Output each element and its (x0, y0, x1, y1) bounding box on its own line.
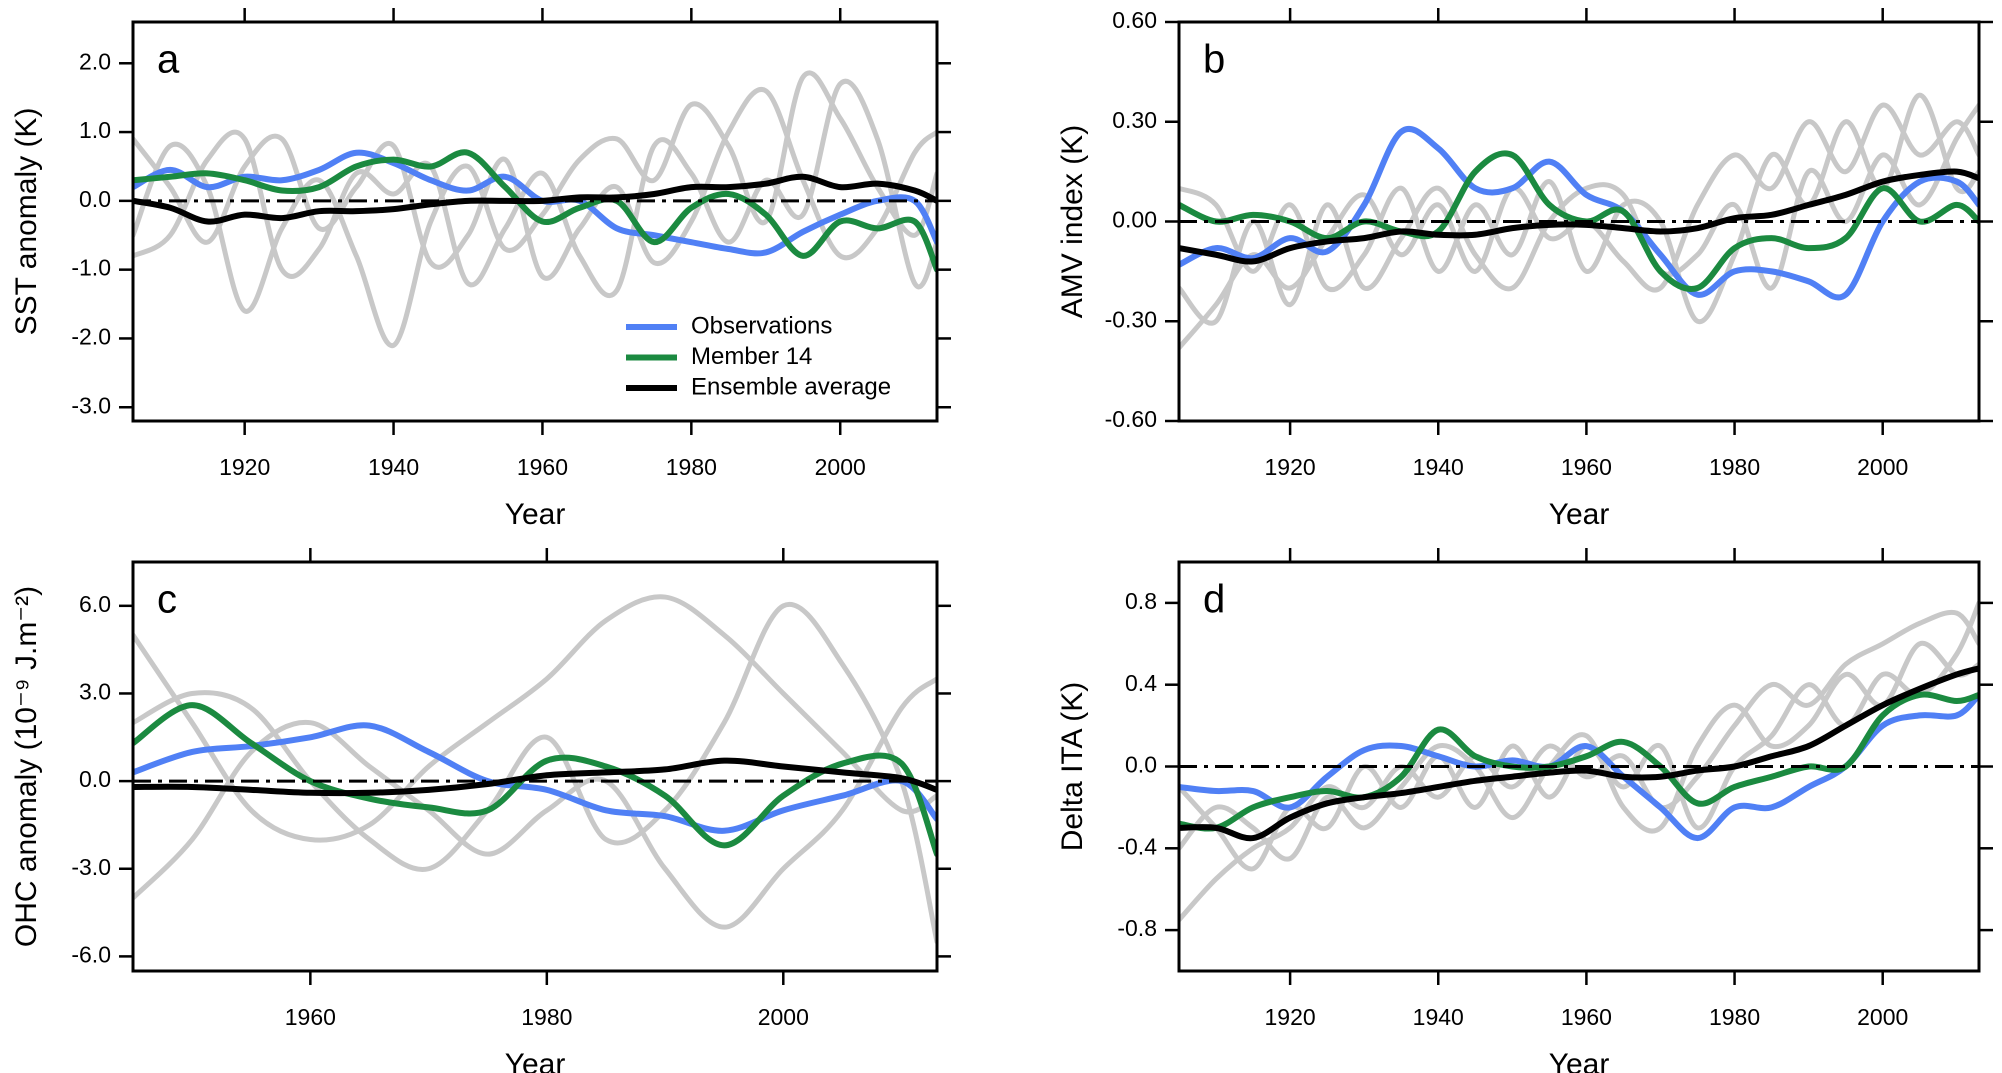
y-tick-label: -0.8 (1117, 915, 1157, 941)
y-tick-label: 0.60 (1112, 7, 1157, 33)
y-tick-label: 6.0 (79, 591, 111, 617)
plot-area (1179, 600, 1979, 923)
x-tick-label: 1960 (517, 454, 568, 480)
series-line (133, 149, 937, 273)
legend-label: Member 14 (691, 343, 812, 370)
y-axis-label: SST anomaly (K) (10, 108, 43, 336)
y-tick-label: 0.0 (79, 766, 111, 792)
y-tick-label: -0.4 (1117, 833, 1157, 859)
x-tick-label: 1980 (1709, 1004, 1760, 1030)
x-tick-label: 1960 (285, 1004, 336, 1030)
plot-frame (131, 560, 939, 973)
series-line (1179, 691, 1979, 832)
y-tick-label: -3.0 (71, 854, 111, 880)
series-line (1179, 126, 1979, 301)
y-tick-label: 0.0 (79, 186, 111, 212)
panel: -0.60 -0.30 0.00 0.30 0.60 1920 1940 1960 1980 20… (1056, 7, 1993, 531)
x-tick-label: 1960 (1561, 1004, 1612, 1030)
series-line (1179, 92, 1979, 324)
y-tick-label: 0.8 (1125, 588, 1157, 614)
series-line (1179, 168, 1979, 265)
series-line (133, 86, 937, 281)
panel-label: c (157, 578, 177, 622)
x-axis-label: Year (1549, 498, 1610, 531)
y-tick-label: 0.30 (1112, 107, 1157, 133)
x-tick-label: 2000 (1857, 454, 1908, 480)
series-line (133, 722, 937, 834)
x-tick-label: 1980 (1709, 454, 1760, 480)
x-axis-label: Year (1549, 1048, 1610, 1073)
panel-label: d (1203, 578, 1225, 622)
legend-label: Observations (691, 312, 832, 339)
legend-label: Ensemble average (691, 373, 891, 400)
x-tick-label: 2000 (815, 454, 866, 480)
panel-label: a (157, 38, 180, 82)
panel-label: b (1203, 38, 1225, 82)
y-tick-label: 0.4 (1125, 670, 1157, 696)
y-axis-label: AMV index (K) (1056, 125, 1089, 318)
series-line (133, 757, 937, 797)
series-line (133, 70, 937, 348)
plot-area (133, 70, 937, 348)
x-tick-label: 1920 (219, 454, 270, 480)
x-axis-label: Year (505, 1048, 566, 1073)
panel: -6.0 -3.0 0.0 3.0 6.0 1960 1980 2000 Year OHC ano… (10, 548, 951, 1073)
y-tick-label: -0.60 (1105, 406, 1157, 432)
x-tick-label: 1980 (521, 1004, 572, 1030)
y-axis-label: OHC anomaly (10⁻⁹ J.m⁻²) (10, 586, 43, 947)
y-tick-label: -2.0 (71, 324, 111, 350)
y-tick-label: 0.0 (1125, 752, 1157, 778)
y-tick-label: -3.0 (71, 392, 111, 418)
y-tick-label: -0.30 (1105, 306, 1157, 332)
y-tick-label: 1.0 (79, 117, 111, 143)
plot-frame (131, 20, 939, 423)
panel: -3.0 -2.0 -1.0 0.0 1.0 2.0 1920 1940 1960 1980 200… (10, 8, 951, 531)
y-tick-label: 0.00 (1112, 207, 1157, 233)
series-line (133, 78, 937, 299)
panel: -0.8 -0.4 0.0 0.4 0.8 1920 1940 1960 1980 2000 Yea… (1056, 548, 1993, 1073)
x-tick-label: 1940 (1413, 1004, 1464, 1030)
y-tick-label: 2.0 (79, 48, 111, 74)
series-line (1179, 102, 1979, 326)
x-tick-label: 1960 (1561, 454, 1612, 480)
x-tick-label: 1940 (1413, 454, 1464, 480)
x-tick-label: 1920 (1265, 1004, 1316, 1030)
x-tick-label: 1920 (1265, 454, 1316, 480)
x-axis-label: Year (505, 498, 566, 531)
x-tick-label: 2000 (758, 1004, 809, 1030)
x-tick-label: 1940 (368, 454, 419, 480)
y-tick-label: -1.0 (71, 255, 111, 281)
series-line (1179, 665, 1979, 842)
series-line (133, 702, 937, 858)
plot-area (1179, 92, 1979, 351)
y-tick-label: -6.0 (71, 941, 111, 967)
x-tick-label: 2000 (1857, 1004, 1908, 1030)
y-tick-label: 3.0 (79, 679, 111, 705)
plot-area (133, 594, 937, 945)
series-line (133, 594, 937, 843)
y-axis-label: Delta ITA (K) (1056, 682, 1089, 851)
x-tick-label: 1980 (666, 454, 717, 480)
